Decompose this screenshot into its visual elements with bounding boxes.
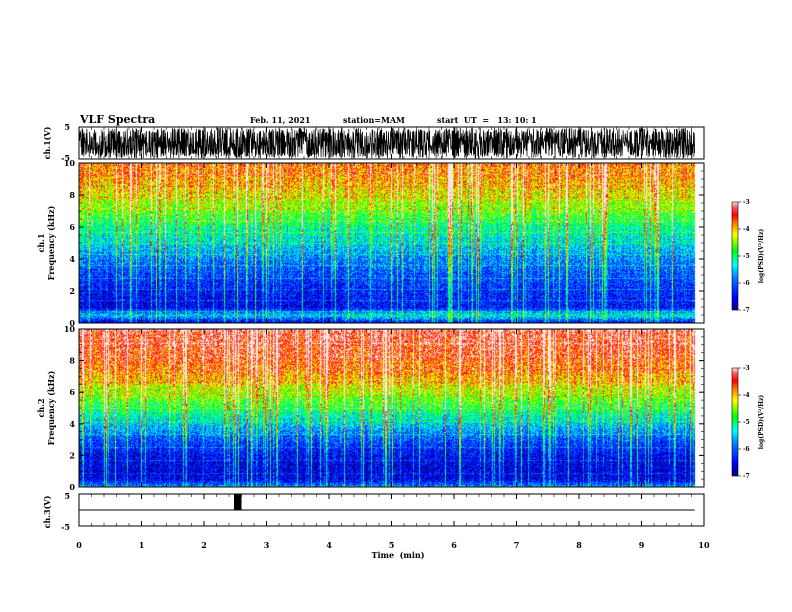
time-axis-label: Time (min) (371, 550, 424, 560)
time-tick-label: 8 (576, 540, 582, 550)
ch1-spectrogram-image (79, 163, 704, 323)
ch1-spectrogram-panel: 0 2 4 6 8 10 ch.1 Frequency (kHz) (36, 158, 705, 328)
colorbar-tick-label: -6 (743, 446, 750, 453)
ch1-ytick-top: 5 (64, 122, 70, 132)
ch2-spectrogram-ylabel-channel: ch.2 (36, 398, 46, 417)
ch2-colorbar-ticks: -3 -4 -5 -6 -7 (738, 365, 750, 480)
freq-tick-label: 4 (69, 419, 75, 429)
time-tick-labels: 0 1 2 3 4 5 6 7 8 9 10 (76, 540, 710, 550)
time-tick-label: 5 (389, 540, 395, 550)
ch2-freq-ticks: 0 2 4 6 8 10 (64, 324, 704, 492)
colorbar-tick-label: -4 (743, 226, 750, 233)
ch1-waveform-ylabel: ch.1(V) (42, 126, 52, 159)
time-tick-label: 7 (514, 540, 520, 550)
ch1-waveform-line (78, 127, 695, 159)
colorbar-tick-label: -6 (743, 280, 750, 287)
ch3-trace-panel: 5 -5 ch.3(V) (42, 491, 705, 532)
ch1-spectrogram-ylabel: Frequency (kHz) (46, 205, 56, 280)
freq-tick-label: 6 (69, 222, 75, 232)
time-tick-label: 9 (639, 540, 645, 550)
ch1-colorbar-ticks: -3 -4 -5 -6 -7 (738, 199, 750, 314)
ch1-ytick-bottom: -5 (61, 153, 70, 163)
ch3-trace-ylabel: ch.3(V) (42, 495, 52, 528)
colorbar-tick-label: -7 (743, 307, 750, 314)
time-tick-label: 1 (139, 540, 145, 550)
colorbar-tick-label: -7 (743, 473, 750, 480)
freq-tick-label: 0 (69, 318, 75, 328)
time-tick-label: 0 (76, 540, 82, 550)
freq-tick-label: 0 (69, 482, 75, 492)
ch3-ytick-bottom: -5 (61, 522, 70, 532)
freq-tick-label: 8 (69, 190, 75, 200)
ch3-trace (79, 494, 695, 511)
ch2-spectrogram-panel: 0 2 4 6 8 10 ch.2 Frequency (kHz) (36, 324, 705, 492)
freq-tick-label: 8 (69, 356, 75, 366)
colorbar-tick-label: -3 (743, 199, 750, 206)
freq-tick-label: 10 (64, 158, 76, 168)
ch3-pulse (234, 494, 242, 510)
header-station: station=MAM (343, 115, 405, 125)
freq-tick-label: 6 (69, 387, 75, 397)
ch1-waveform-trace (78, 127, 695, 159)
header-start-time: start UT = 13: 10: 1 (437, 115, 537, 125)
time-tick-label: 6 (451, 540, 457, 550)
ch3-ytick-top: 5 (64, 491, 70, 501)
time-tick-label: 4 (326, 540, 332, 550)
time-tick-label: 2 (201, 540, 207, 550)
colorbar-tick-label: -3 (743, 365, 750, 372)
colorbar-tick-label: -5 (743, 253, 750, 260)
freq-tick-label: 2 (69, 450, 75, 460)
ch2-colorbar: -3 -4 -5 -6 -7 log(PSD)(V²/Hz) (731, 365, 765, 480)
ch1-colorbar-gradient (732, 202, 738, 310)
ch2-colorbar-label: log(PSD)(V²/Hz) (758, 395, 765, 450)
ch1-freq-ticks: 0 2 4 6 8 10 (64, 158, 704, 328)
colorbar-tick-label: -5 (743, 419, 750, 426)
ch1-colorbar: -3 -4 -5 -6 -7 log(PSD)(V²/Hz) (731, 199, 765, 314)
freq-tick-label: 4 (69, 254, 75, 264)
ch2-spectrogram-ylabel: Frequency (kHz) (46, 370, 56, 445)
figure-title: VLF Spectra (79, 113, 155, 126)
time-ticks (78, 127, 705, 526)
ch2-spectrogram-image (79, 329, 704, 487)
ch1-colorbar-label: log(PSD)(V²/Hz) (758, 229, 765, 284)
ch1-spectrogram-ylabel-channel: ch.1 (36, 233, 46, 252)
time-tick-label: 10 (698, 540, 710, 550)
ch2-colorbar-gradient (732, 368, 738, 476)
freq-tick-label: 10 (64, 324, 76, 334)
header-date: Feb. 11, 2021 (250, 115, 310, 125)
time-tick-label: 3 (264, 540, 270, 550)
freq-tick-label: 2 (69, 286, 75, 296)
colorbar-tick-label: -4 (743, 392, 750, 399)
